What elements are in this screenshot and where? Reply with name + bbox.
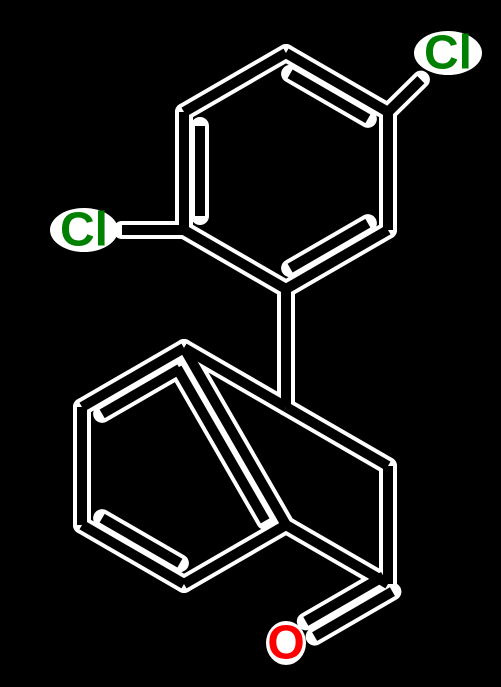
bonds (82, 53, 421, 637)
atom-label-cl-left: Cl (60, 204, 108, 257)
atom-label-cl-top: Cl (424, 27, 472, 80)
molecule-diagram: Cl Cl O (0, 0, 501, 687)
atom-halos (50, 31, 482, 665)
atom-label-o: O (267, 617, 304, 670)
atom-labels: Cl Cl O (60, 27, 472, 670)
